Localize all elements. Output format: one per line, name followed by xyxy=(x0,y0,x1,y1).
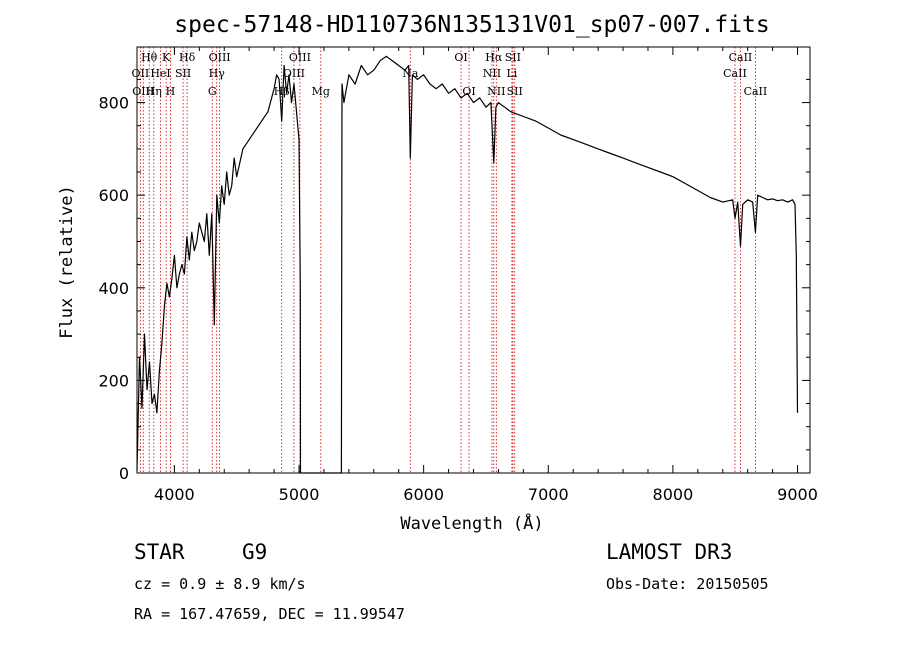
line-label-15: Mg xyxy=(312,85,330,98)
line-label-8: SII xyxy=(175,67,191,80)
x-axis-ticks: 4000 5000 6000 7000 8000 9000 xyxy=(154,47,818,504)
x-tick-label-2: 6000 xyxy=(403,485,444,504)
x-tick-label-4: 8000 xyxy=(653,485,694,504)
y-axis-ticks: 0 200 400 600 800 xyxy=(98,78,810,483)
y-tick-label-4: 800 xyxy=(98,94,129,113)
line-label-9: OIII xyxy=(209,51,231,64)
spectrum-line xyxy=(136,55,799,474)
line-label-2: OIII xyxy=(132,85,154,98)
line-label-11: G xyxy=(208,85,217,98)
line-label-22: Li xyxy=(506,67,517,80)
line-label-3: HeI xyxy=(150,67,170,80)
y-axis-label: Flux (relative) xyxy=(57,185,77,339)
line-label-20: SII xyxy=(505,51,521,64)
observation-date: Obs-Date: 20150505 xyxy=(606,575,769,593)
line-label-24: SII xyxy=(507,85,523,98)
line-label-26: CaII xyxy=(723,67,747,80)
line-label-13: OIII xyxy=(289,51,311,64)
spectrum-series xyxy=(136,55,799,474)
redshift-readout: cz = 0.9 ± 8.9 km/s xyxy=(134,575,306,593)
line-label-4: K xyxy=(162,51,171,64)
line-label-0: Hθ xyxy=(141,51,158,64)
line-label-1: OII xyxy=(132,67,150,80)
x-axis-label: Wavelength (Å) xyxy=(400,512,543,534)
line-label-10: Hγ xyxy=(209,67,226,80)
line-label-21: NII xyxy=(483,67,501,80)
line-label-14: OIII xyxy=(283,67,305,80)
line-label-6: H xyxy=(166,85,176,98)
line-label-27: CaII xyxy=(744,85,768,98)
y-tick-label-1: 200 xyxy=(98,371,129,390)
y-tick-label-0: 0 xyxy=(119,464,129,483)
x-tick-label-3: 7000 xyxy=(528,485,569,504)
line-label-17: OI xyxy=(454,51,467,64)
spectral-line-markers xyxy=(139,47,756,473)
line-label-19: Hα xyxy=(485,51,503,64)
chart-title: spec-57148-HD110736N135131V01_sp07-007.f… xyxy=(174,12,769,38)
plot-frame xyxy=(136,46,811,474)
line-label-25: CaII xyxy=(729,51,753,64)
line-label-5: Hη xyxy=(146,85,162,98)
survey-name: LAMOST DR3 xyxy=(606,540,732,564)
x-tick-label-1: 5000 xyxy=(279,485,320,504)
line-label-7: Hδ xyxy=(179,51,196,64)
object-subclass: G9 xyxy=(242,540,267,564)
line-label-23: NII xyxy=(487,85,505,98)
x-tick-label-5: 9000 xyxy=(777,485,818,504)
coordinates-readout: RA = 167.47659, DEC = 11.99547 xyxy=(134,605,405,623)
y-tick-label-3: 600 xyxy=(98,186,129,205)
x-tick-label-0: 4000 xyxy=(154,485,195,504)
object-class: STAR xyxy=(134,540,185,564)
y-tick-label-2: 400 xyxy=(98,279,129,298)
